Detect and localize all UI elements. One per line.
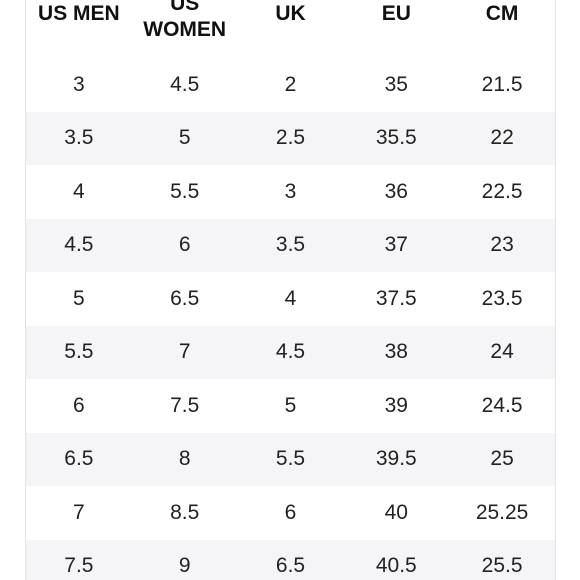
table-row: 5.5 7 4.5 38 24 <box>26 325 555 379</box>
cell-uk: 6 <box>237 486 344 540</box>
table-row: 6.5 8 5.5 39.5 25 <box>26 432 555 486</box>
cell-cm: 23.5 <box>449 272 555 326</box>
cell-us-women: 5.5 <box>131 165 238 219</box>
cell-cm: 22 <box>449 111 555 165</box>
size-chart-table: US MEN US WOMEN UK EU CM 3 4.5 2 35 21.5… <box>26 0 555 580</box>
table-row: 5 6.5 4 37.5 23.5 <box>26 272 555 326</box>
cell-cm: 25.25 <box>449 486 555 540</box>
cell-uk: 5 <box>237 379 344 433</box>
cell-us-women: 8.5 <box>131 486 238 540</box>
cell-uk: 2.5 <box>237 111 344 165</box>
cell-uk: 2 <box>237 58 344 112</box>
table-row: 6 7.5 5 39 24.5 <box>26 379 555 433</box>
table-row: 4.5 6 3.5 37 23 <box>26 218 555 272</box>
cell-uk: 6.5 <box>237 539 344 580</box>
cell-cm: 21.5 <box>449 58 555 112</box>
cell-us-women: 9 <box>131 539 238 580</box>
cell-uk: 4 <box>237 272 344 326</box>
column-header-eu: EU <box>381 2 411 25</box>
cell-eu: 40 <box>343 486 450 540</box>
cell-uk: 3 <box>237 165 344 219</box>
column-header-uk: UK <box>275 2 306 25</box>
cell-us-women: 6 <box>131 218 238 272</box>
table-header: US MEN US WOMEN UK EU CM <box>26 0 555 58</box>
column-header-us-women: US WOMEN <box>143 0 227 41</box>
cell-us-women: 6.5 <box>131 272 238 326</box>
table-row: 4 5.5 3 36 22.5 <box>26 165 555 219</box>
cell-cm: 24 <box>449 325 555 379</box>
cell-eu: 40.5 <box>343 539 450 580</box>
cell-us-men: 3 <box>26 58 132 112</box>
cell-us-men: 3.5 <box>26 111 132 165</box>
cell-us-men: 4.5 <box>26 218 132 272</box>
cell-us-men: 7 <box>26 486 132 540</box>
cell-uk: 5.5 <box>237 432 344 486</box>
table-row: 3.5 5 2.5 35.5 22 <box>26 111 555 165</box>
cell-cm: 22.5 <box>449 165 555 219</box>
cell-us-women: 4.5 <box>131 58 238 112</box>
cell-us-women: 5 <box>131 111 238 165</box>
cell-us-women: 8 <box>131 432 238 486</box>
cell-eu: 35.5 <box>343 111 450 165</box>
table-row: 7.5 9 6.5 40.5 25.5 <box>26 539 555 580</box>
cell-eu: 39.5 <box>343 432 450 486</box>
cell-us-men: 4 <box>26 165 132 219</box>
table-row: 7 8.5 6 40 25.25 <box>26 486 555 540</box>
cell-us-women: 7 <box>131 325 238 379</box>
cell-eu: 37.5 <box>343 272 450 326</box>
cell-us-men: 5 <box>26 272 132 326</box>
table-row: 3 4.5 2 35 21.5 <box>26 58 555 112</box>
cell-eu: 37 <box>343 218 450 272</box>
cell-cm: 25.5 <box>449 539 555 580</box>
header-row: US MEN US WOMEN UK EU CM <box>26 0 555 58</box>
cell-us-men: 6 <box>26 379 132 433</box>
cell-eu: 36 <box>343 165 450 219</box>
cell-eu: 35 <box>343 58 450 112</box>
table-body: 3 4.5 2 35 21.5 3.5 5 2.5 35.5 22 4 5.5 … <box>26 58 555 580</box>
cell-uk: 4.5 <box>237 325 344 379</box>
column-header-us-men: US MEN <box>38 2 120 25</box>
cell-us-men: 5.5 <box>26 325 132 379</box>
cell-us-men: 6.5 <box>26 432 132 486</box>
cell-eu: 38 <box>343 325 450 379</box>
cell-cm: 24.5 <box>449 379 555 433</box>
cell-cm: 23 <box>449 218 555 272</box>
cell-us-men: 7.5 <box>26 539 132 580</box>
cell-uk: 3.5 <box>237 218 344 272</box>
cell-cm: 25 <box>449 432 555 486</box>
cell-eu: 39 <box>343 379 450 433</box>
size-chart-panel: US MEN US WOMEN UK EU CM 3 4.5 2 35 21.5… <box>25 0 556 580</box>
column-header-cm: CM <box>485 2 519 25</box>
cell-us-women: 7.5 <box>131 379 238 433</box>
